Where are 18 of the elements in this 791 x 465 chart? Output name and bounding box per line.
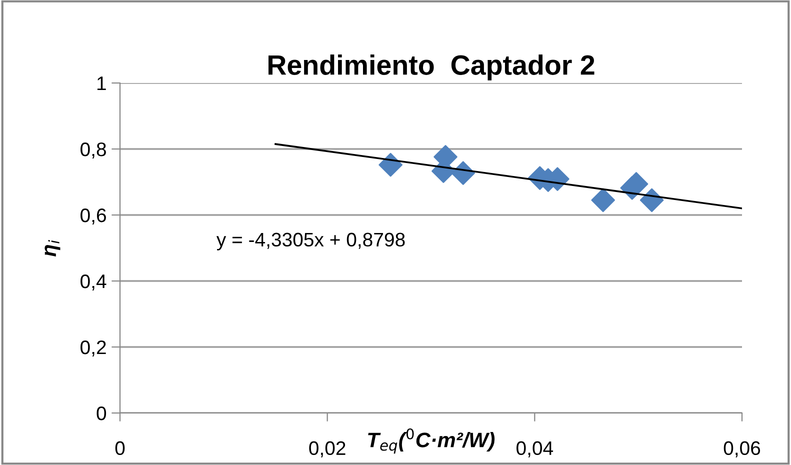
point [591, 188, 615, 212]
y-axis-title: η$_{i}$ [44, 240, 60, 256]
point [378, 152, 402, 177]
x-axis-title: T$_{eq}$($^{0}$C·m²/W) [368, 428, 495, 454]
y-tick-label: 0,6 [80, 208, 106, 225]
chart-title: Rendimiento Captador 2 [268, 54, 594, 80]
y-tick-label: 0,2 [80, 340, 106, 357]
y-tick-label: 1 [97, 76, 106, 90]
x-tick-label: 0 [115, 441, 125, 456]
y-tick-label: 0,4 [80, 274, 106, 291]
y-tick-label: 0,8 [80, 142, 106, 159]
x-tick-label: 0,06 [724, 441, 760, 458]
point [624, 172, 648, 196]
y-tick-label: 0 [96, 406, 106, 420]
x-tick-label: 0,02 [309, 441, 346, 458]
annotation: y = -4,3305x + 0,8798 [216, 232, 405, 250]
point [640, 188, 664, 212]
x-tick-label: 0,04 [516, 441, 554, 458]
